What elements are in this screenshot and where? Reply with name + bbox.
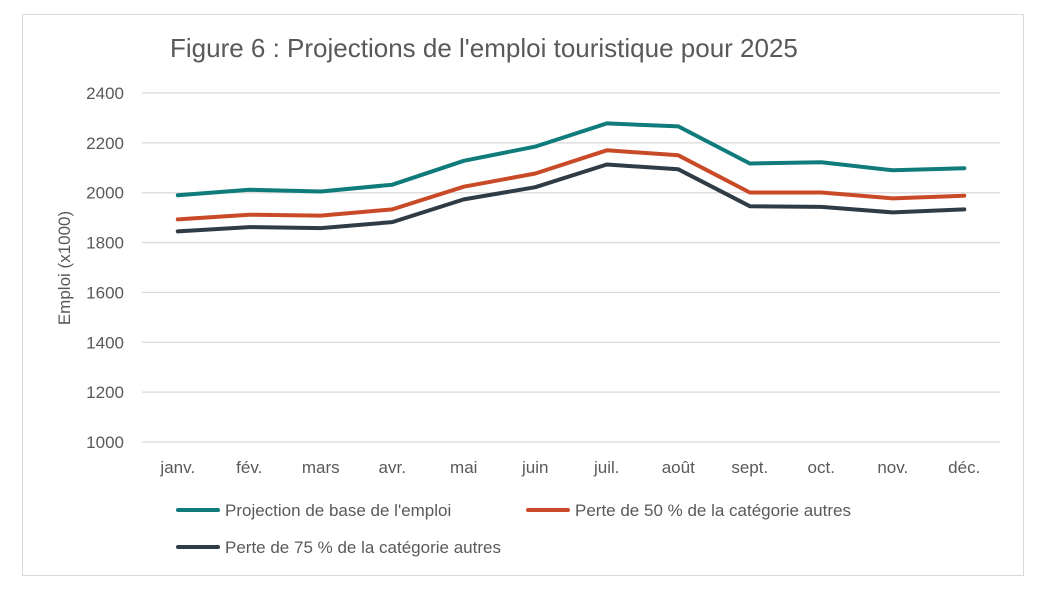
x-tick-label: fév.	[236, 458, 262, 477]
y-tick-label: 1400	[86, 333, 124, 352]
legend-label-3: Perte de 75 % de la catégorie autres	[225, 538, 501, 557]
y-tick-label: 2000	[86, 184, 124, 203]
gridlines	[142, 92, 1000, 443]
y-tick-label: 2400	[86, 84, 124, 103]
chart-frame	[22, 14, 1024, 576]
x-tick-label: mars	[302, 458, 340, 477]
x-tick-label: juil.	[593, 458, 620, 477]
series-line-3	[175, 162, 967, 234]
y-tick-labels: 1000 1200 1400 1600 1800 2000 2200 2400	[86, 84, 124, 452]
x-tick-label: août	[662, 458, 695, 477]
x-tick-label: sept.	[731, 458, 768, 477]
y-tick-label: 2200	[86, 134, 124, 153]
y-tick-label: 1600	[86, 283, 124, 302]
y-axis-label: Emploi (x1000)	[55, 211, 74, 325]
chart-title: Figure 6 : Projections de l'emploi touri…	[170, 33, 798, 63]
legend: Projection de base de l'emploi Perte de 5…	[176, 501, 851, 557]
series-line-1	[175, 121, 967, 198]
y-tick-label: 1000	[86, 433, 124, 452]
legend-label-2: Perte de 50 % de la catégorie autres	[575, 501, 851, 520]
x-tick-label: nov.	[877, 458, 908, 477]
x-tick-label: janv.	[159, 458, 195, 477]
y-tick-label: 1800	[86, 234, 124, 253]
series-lines	[175, 121, 967, 234]
legend-label-1: Projection de base de l'emploi	[225, 501, 451, 520]
x-tick-label: oct.	[808, 458, 835, 477]
x-tick-labels: janv. fév. mars avr. mai juin juil. août sept. oc…	[159, 458, 980, 477]
series-line-2	[175, 148, 967, 222]
x-tick-label: mai	[450, 458, 477, 477]
x-tick-label: avr.	[379, 458, 406, 477]
x-tick-label: déc.	[948, 458, 980, 477]
y-tick-label: 1200	[86, 383, 124, 402]
x-tick-label: juin	[521, 458, 548, 477]
